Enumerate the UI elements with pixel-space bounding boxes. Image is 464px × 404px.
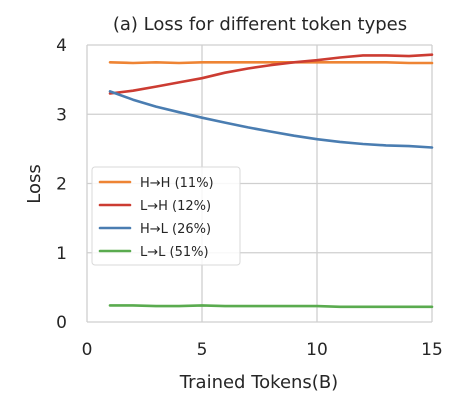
x-tick-label-1: 5	[197, 340, 208, 360]
y-tick-label-1: 1	[56, 244, 67, 264]
legend-label-3: L→L (51%)	[140, 245, 209, 260]
y-tick-label-2: 2	[56, 175, 67, 195]
y-tick-label-4: 4	[56, 36, 67, 56]
series-layer	[108, 53, 434, 309]
legend-label-2: H→L (26%)	[140, 222, 211, 237]
x-axis-ticks: 0 5 10 15	[82, 340, 443, 360]
y-tick-label-3: 3	[56, 105, 67, 125]
series-line-2	[108, 90, 434, 149]
x-tick-label-3: 15	[421, 340, 443, 360]
legend-box	[91, 166, 241, 266]
y-axis-ticks: 0 1 2 3 4	[56, 36, 67, 333]
series-line-0	[108, 60, 434, 65]
legend-items: H→H (11%) L→H (12%) H→L (26%) L→L (51%)	[98, 176, 214, 260]
series-line-3	[108, 304, 434, 309]
legend-label-1: L→H (12%)	[140, 199, 211, 214]
y-tick-label-0: 0	[56, 313, 67, 333]
x-tick-label-0: 0	[82, 340, 93, 360]
x-tick-label-2: 10	[306, 340, 328, 360]
x-axis-title: Trained Tokens(B)	[179, 372, 338, 393]
legend: H→H (11%) L→H (12%) H→L (26%) L→L (51%)	[91, 166, 241, 266]
y-axis-title: Loss	[24, 164, 45, 203]
chart-title: (a) Loss for different token types	[113, 14, 407, 35]
series-line-1	[108, 53, 434, 95]
legend-label-0: H→H (11%)	[140, 176, 214, 191]
